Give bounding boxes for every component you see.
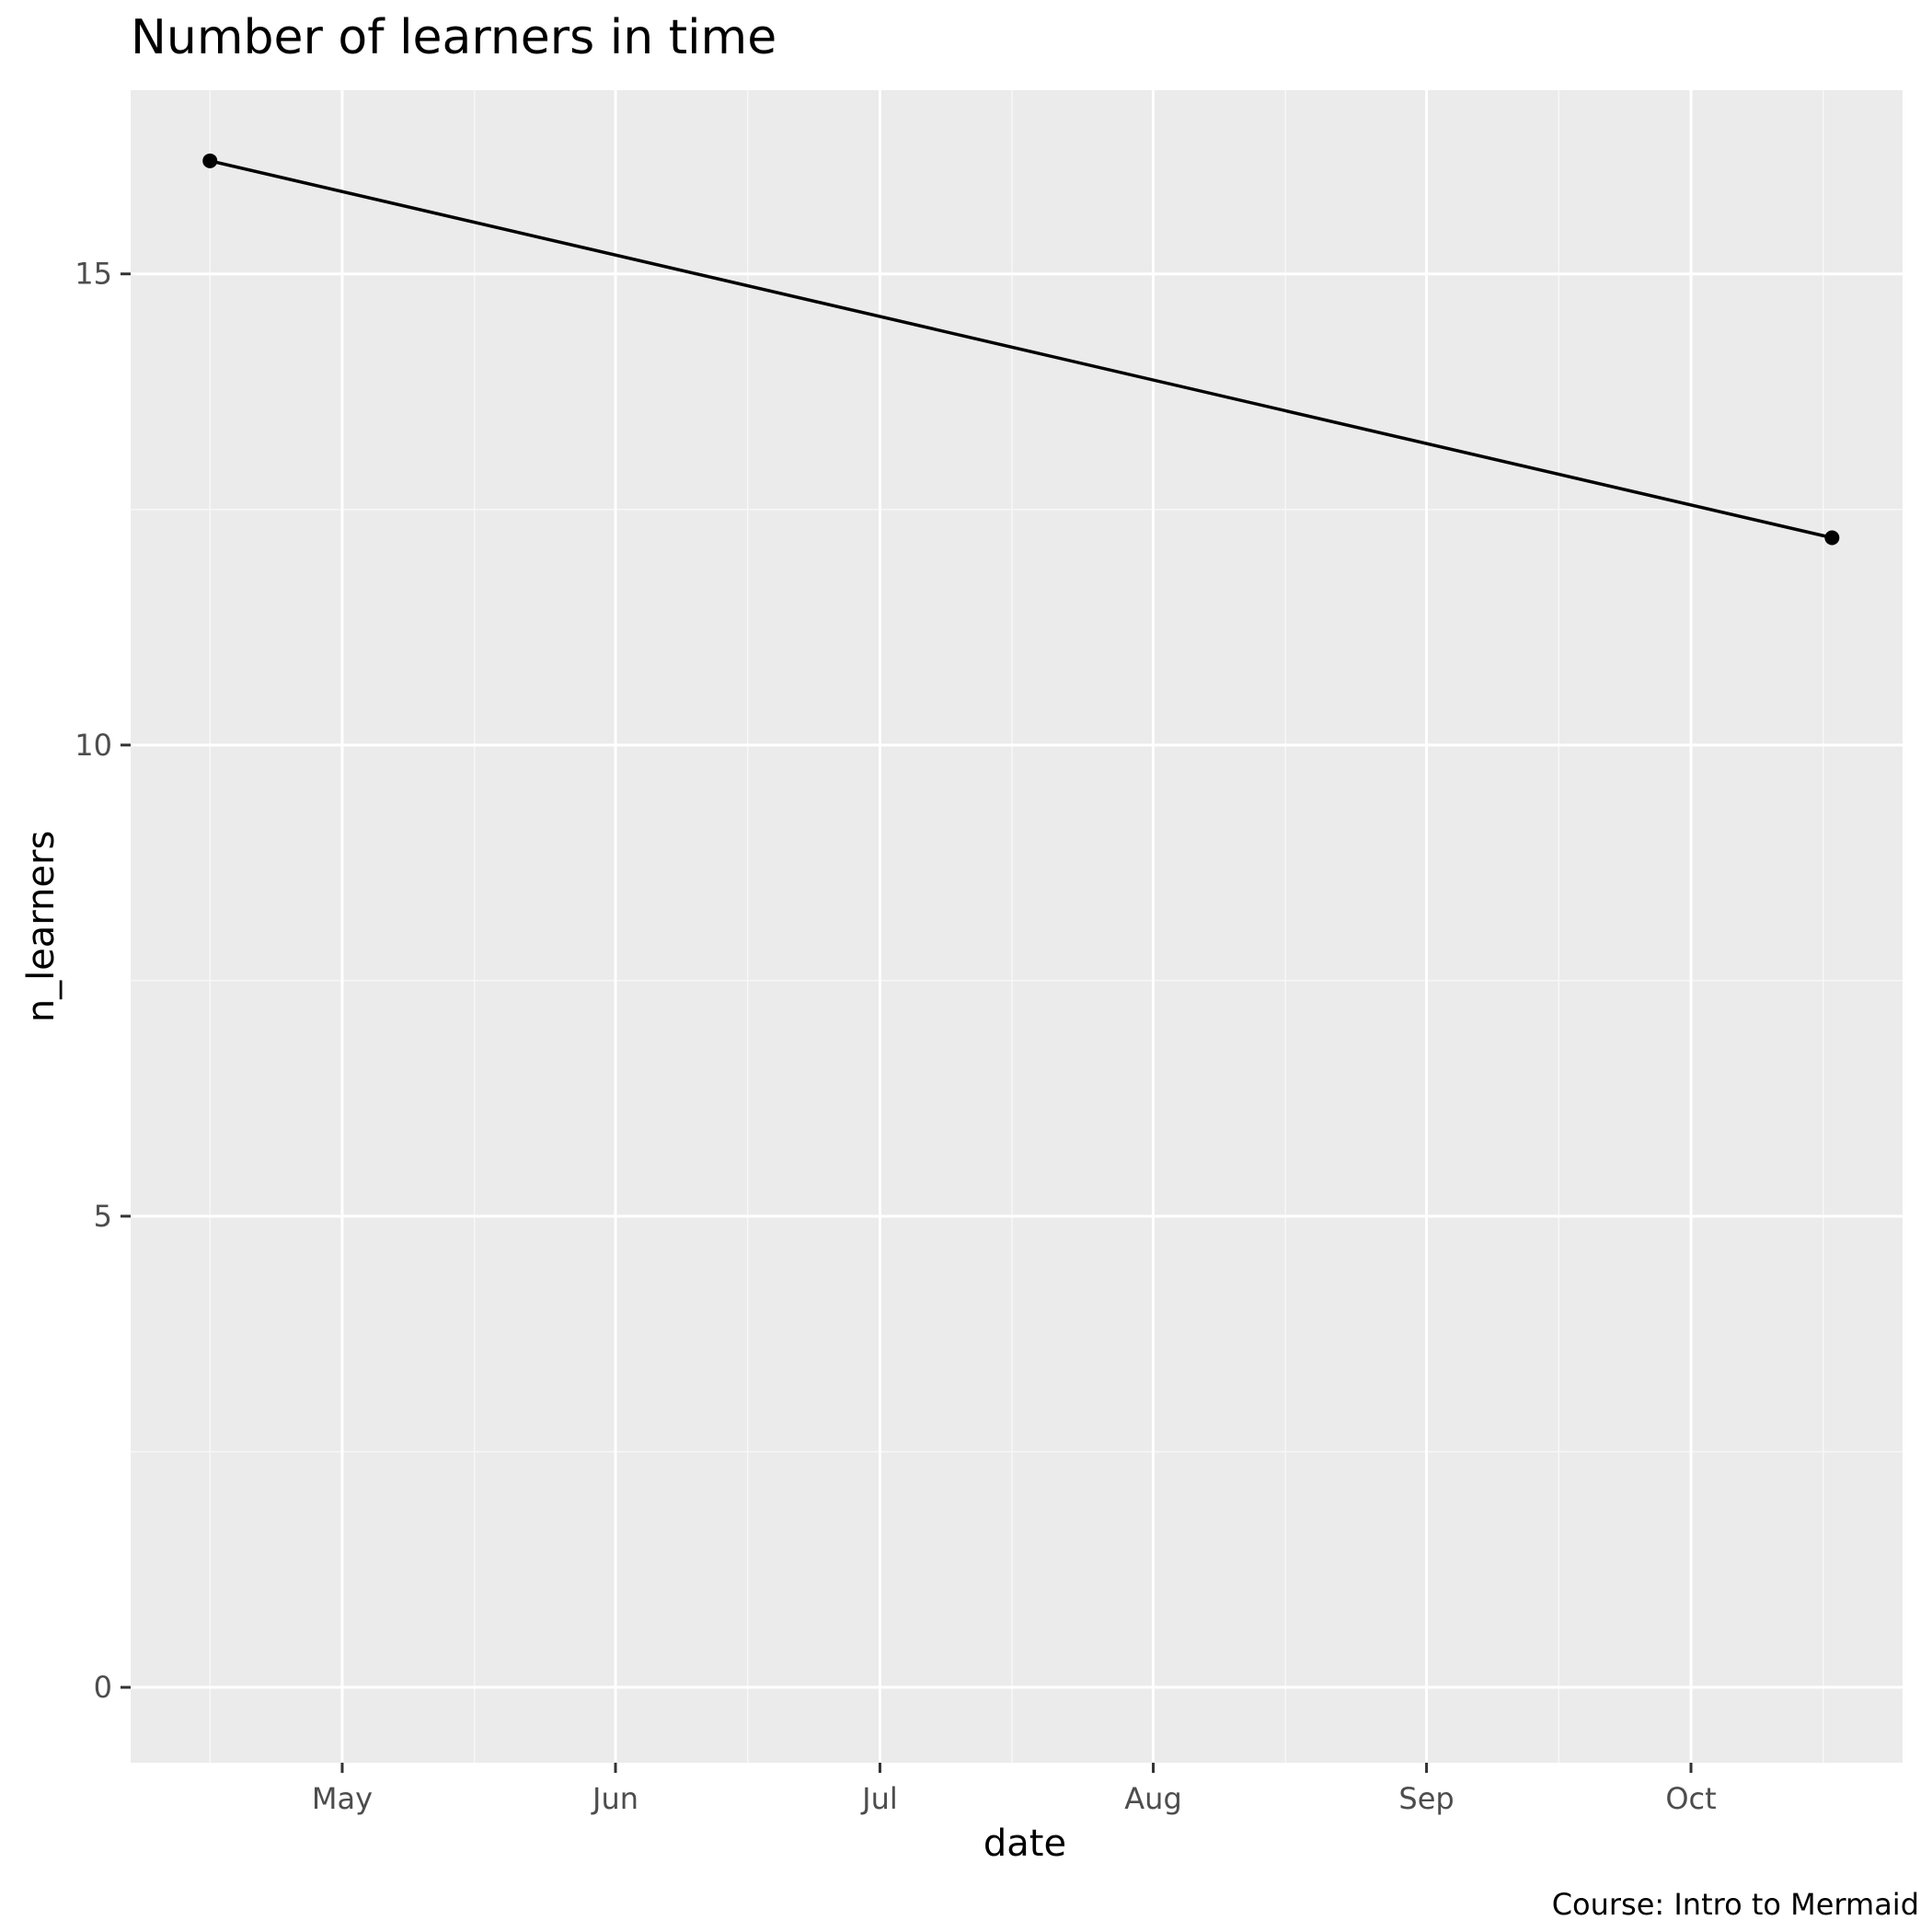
grid-minor <box>131 90 1903 1763</box>
chart-caption: Course: Intro to Mermaid <box>1552 1887 1919 1922</box>
grid-major <box>131 90 1903 1763</box>
chart-title: Number of learners in time <box>131 10 776 65</box>
series-layer <box>202 153 1840 546</box>
plot-panel <box>131 90 1903 1763</box>
x-tick-label: Aug <box>1124 1781 1181 1816</box>
y-axis: 0 5 10 15 <box>75 257 131 1705</box>
x-tick-label: May <box>312 1781 373 1816</box>
data-point <box>202 153 218 168</box>
x-tick-label: Oct <box>1665 1781 1716 1816</box>
x-tick-label: Jul <box>860 1781 898 1816</box>
y-tick-label: 0 <box>94 1670 112 1705</box>
y-axis-title: n_learners <box>20 831 63 1023</box>
data-point <box>1824 530 1840 546</box>
series-line <box>209 159 1833 540</box>
x-tick-label: Jun <box>591 1781 638 1816</box>
x-tick-label: Sep <box>1398 1781 1454 1816</box>
x-axis: May Jun Jul Aug Sep Oct <box>312 1763 1717 1816</box>
y-tick-label: 5 <box>94 1199 112 1234</box>
y-tick-label: 10 <box>75 728 112 763</box>
y-tick-label: 15 <box>75 257 112 292</box>
x-axis-title: date <box>983 1823 1066 1865</box>
